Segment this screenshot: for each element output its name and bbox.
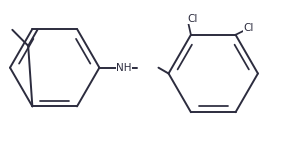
Text: Cl: Cl: [243, 23, 254, 33]
Text: Cl: Cl: [187, 14, 198, 24]
Text: NH: NH: [116, 63, 132, 73]
